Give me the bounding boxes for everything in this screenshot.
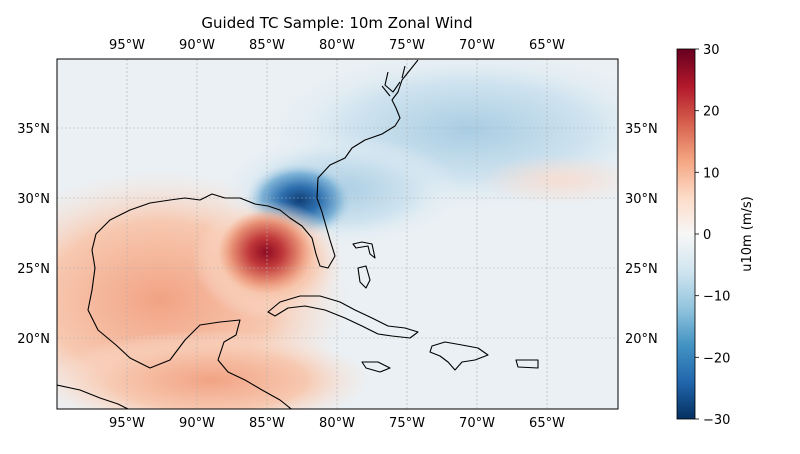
jamaica	[361, 361, 391, 373]
colorbar-gradient	[676, 48, 696, 420]
colorbar-tick-label: 20	[703, 105, 720, 120]
lon-label: 95°W	[109, 416, 145, 431]
map-frame	[56, 58, 619, 410]
colorbar-tick-label: −20	[703, 351, 730, 366]
colorbar: 30 20 10 0 −10 −20 −30 u10m (m/s)	[676, 43, 755, 428]
longitude-labels-top: 95°W 90°W 85°W 80°W 75°W 70°W 65°W	[109, 38, 565, 53]
lon-label: 85°W	[249, 38, 285, 53]
lat-label: 20°N	[17, 332, 50, 347]
colorbar-tick-label: −10	[703, 290, 730, 305]
lat-label: 25°N	[17, 262, 50, 277]
hispaniola	[429, 341, 489, 371]
lon-label: 90°W	[179, 416, 215, 431]
bahamas-north	[352, 241, 376, 259]
colorbar-label: u10m (m/s)	[740, 196, 755, 272]
colorbar-tick-label: 30	[703, 43, 720, 58]
lat-label: 30°N	[17, 192, 50, 207]
coastlines	[57, 59, 539, 409]
lat-label: 30°N	[625, 192, 658, 207]
graticule	[57, 59, 618, 409]
colorbar-ticks	[695, 48, 699, 420]
lat-label: 35°N	[625, 122, 658, 137]
colorbar-tick-label: 10	[703, 166, 720, 181]
lon-label: 80°W	[319, 416, 355, 431]
colorbar-tick-label: 0	[703, 228, 711, 243]
south-america-coast	[57, 384, 130, 409]
chesapeake-detail	[381, 65, 406, 97]
lon-label: 75°W	[389, 38, 425, 53]
lon-label: 95°W	[109, 38, 145, 53]
wind-field	[57, 59, 618, 409]
lon-label: 70°W	[459, 416, 495, 431]
lon-label: 70°W	[459, 38, 495, 53]
lat-label: 20°N	[625, 332, 658, 347]
puerto-rico	[515, 359, 539, 369]
longitude-labels-bottom: 95°W 90°W 85°W 80°W 75°W 70°W 65°W	[109, 416, 565, 431]
cuba	[267, 295, 419, 339]
colorbar-tick-label: −30	[703, 413, 730, 428]
figure-title: Guided TC Sample: 10m Zonal Wind	[201, 14, 472, 32]
latitude-labels-left: 35°N 30°N 25°N 20°N	[17, 122, 50, 347]
lon-label: 85°W	[249, 416, 285, 431]
lon-label: 75°W	[389, 416, 425, 431]
lon-label: 90°W	[179, 38, 215, 53]
lat-label: 35°N	[17, 122, 50, 137]
bahamas-andros	[357, 265, 371, 289]
lon-label: 80°W	[319, 38, 355, 53]
latitude-labels-right: 35°N 30°N 25°N 20°N	[625, 122, 658, 347]
lon-label: 65°W	[529, 416, 565, 431]
us-atlantic-coast	[87, 59, 419, 409]
lat-label: 25°N	[625, 262, 658, 277]
lon-label: 65°W	[529, 38, 565, 53]
